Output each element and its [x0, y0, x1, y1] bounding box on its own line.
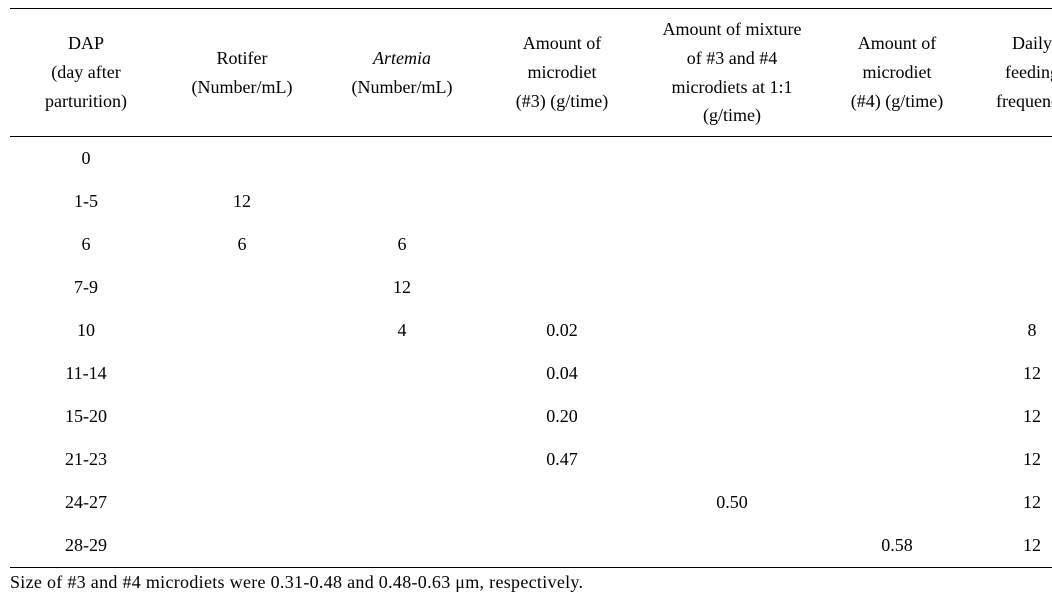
cell-md3	[482, 524, 642, 568]
cell-md4	[822, 395, 972, 438]
col-header-mix: Amount of mixtureof #3 and #4microdiets …	[642, 9, 822, 137]
cell-dap: 11-14	[10, 352, 162, 395]
cell-md4	[822, 137, 972, 181]
cell-md4	[822, 223, 972, 266]
cell-rotifer: 6	[162, 223, 322, 266]
cell-md3: 0.02	[482, 309, 642, 352]
cell-dap: 28-29	[10, 524, 162, 568]
cell-freq: 12	[972, 352, 1052, 395]
col-header-freq: Dailyfeedingfrequency	[972, 9, 1052, 137]
cell-mix	[642, 395, 822, 438]
cell-dap: 24-27	[10, 481, 162, 524]
table-row: 28-29 0.5812	[10, 524, 1052, 568]
artemia-italic-label: Artemia	[373, 48, 431, 68]
cell-artemia: 12	[322, 266, 482, 309]
cell-md4	[822, 266, 972, 309]
cell-dap: 7-9	[10, 266, 162, 309]
cell-freq	[972, 137, 1052, 181]
cell-mix: 0.50	[642, 481, 822, 524]
cell-mix	[642, 309, 822, 352]
table-footnote: Size of #3 and #4 microdiets were 0.31-0…	[10, 568, 1042, 593]
cell-freq	[972, 223, 1052, 266]
cell-rotifer	[162, 438, 322, 481]
cell-artemia	[322, 395, 482, 438]
cell-rotifer	[162, 395, 322, 438]
cell-md3	[482, 137, 642, 181]
cell-freq: 12	[972, 395, 1052, 438]
table-row: 21-23 0.47 12	[10, 438, 1052, 481]
cell-md4	[822, 481, 972, 524]
cell-freq	[972, 266, 1052, 309]
cell-dap: 0	[10, 137, 162, 181]
cell-md4	[822, 438, 972, 481]
cell-md3: 0.47	[482, 438, 642, 481]
cell-md3: 0.04	[482, 352, 642, 395]
cell-md3: 0.20	[482, 395, 642, 438]
cell-artemia	[322, 438, 482, 481]
table-row: 11-14 0.04 12	[10, 352, 1052, 395]
cell-artemia: 4	[322, 309, 482, 352]
cell-rotifer	[162, 352, 322, 395]
cell-md4	[822, 180, 972, 223]
cell-artemia	[322, 352, 482, 395]
cell-md4: 0.58	[822, 524, 972, 568]
cell-mix	[642, 266, 822, 309]
table-row: 666	[10, 223, 1052, 266]
cell-freq: 12	[972, 524, 1052, 568]
cell-md4	[822, 309, 972, 352]
cell-freq: 8	[972, 309, 1052, 352]
table-row: 7-9 12	[10, 266, 1052, 309]
cell-dap: 21-23	[10, 438, 162, 481]
cell-rotifer	[162, 309, 322, 352]
cell-dap: 1-5	[10, 180, 162, 223]
cell-freq: 12	[972, 481, 1052, 524]
cell-mix	[642, 524, 822, 568]
cell-rotifer	[162, 137, 322, 181]
cell-md4	[822, 352, 972, 395]
cell-md3	[482, 266, 642, 309]
col-header-md3: Amount ofmicrodiet(#3) (g/time)	[482, 9, 642, 137]
cell-artemia: 6	[322, 223, 482, 266]
col-header-rotifer: Rotifer(Number/mL)	[162, 9, 322, 137]
cell-artemia	[322, 524, 482, 568]
cell-mix	[642, 223, 822, 266]
cell-dap: 10	[10, 309, 162, 352]
col-header-dap: DAP(day afterparturition)	[10, 9, 162, 137]
cell-md3	[482, 223, 642, 266]
cell-rotifer: 12	[162, 180, 322, 223]
cell-freq	[972, 180, 1052, 223]
cell-mix	[642, 137, 822, 181]
feeding-schedule-table: DAP(day afterparturition) Rotifer(Number…	[10, 8, 1052, 568]
table-row: 15-20 0.20 12	[10, 395, 1052, 438]
cell-artemia	[322, 481, 482, 524]
cell-rotifer	[162, 524, 322, 568]
cell-md3	[482, 180, 642, 223]
cell-md3	[482, 481, 642, 524]
cell-rotifer	[162, 266, 322, 309]
table-row: 1-512	[10, 180, 1052, 223]
col-header-md4: Amount ofmicrodiet(#4) (g/time)	[822, 9, 972, 137]
cell-freq: 12	[972, 438, 1052, 481]
table-row: 24-27 0.50 12	[10, 481, 1052, 524]
cell-artemia	[322, 180, 482, 223]
cell-mix	[642, 438, 822, 481]
table-header-row: DAP(day afterparturition) Rotifer(Number…	[10, 9, 1052, 137]
artemia-unit-label: (Number/mL)	[352, 77, 453, 97]
cell-dap: 15-20	[10, 395, 162, 438]
col-header-artemia: Artemia (Number/mL)	[322, 9, 482, 137]
table-row: 0	[10, 137, 1052, 181]
cell-rotifer	[162, 481, 322, 524]
table-row: 10 40.02 8	[10, 309, 1052, 352]
cell-mix	[642, 352, 822, 395]
table-body: 01-5126667-9121040.02811-140.041215-200.…	[10, 137, 1052, 568]
cell-artemia	[322, 137, 482, 181]
cell-dap: 6	[10, 223, 162, 266]
cell-mix	[642, 180, 822, 223]
